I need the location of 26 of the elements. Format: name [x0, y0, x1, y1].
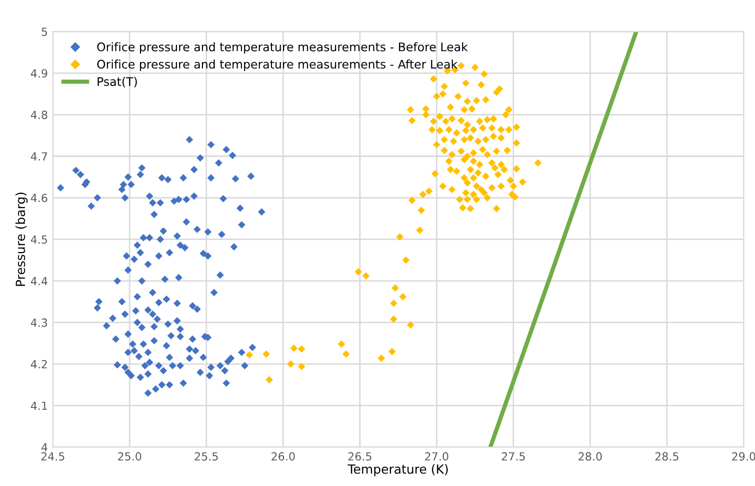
y-tick-label: 4.4	[30, 277, 48, 286]
x-tick-label: 29.0	[732, 452, 755, 461]
x-tick-label: 25.0	[118, 452, 142, 461]
x-tick-label: 26.0	[272, 452, 295, 461]
y-tick-label: 4.1	[30, 402, 47, 410]
x-tick-label: 24.5	[41, 452, 64, 461]
x-axis-title: Temperature (K)	[348, 464, 448, 476]
y-axis-title: Pressure (barg)	[15, 192, 28, 286]
x-tick-label: 27.5	[502, 452, 525, 461]
legend-label: Psat(T)	[98, 76, 137, 88]
y-tick-label: 5	[42, 28, 48, 36]
legend-label: Orifice pressure and temperature measurements - Before Leak	[97, 42, 468, 54]
x-tick-label: 25.5	[194, 452, 218, 461]
y-tick-label: 4.8	[30, 110, 48, 120]
x-tick-label: 27.0	[425, 452, 448, 461]
x-tick-label: 28.5	[655, 452, 678, 461]
y-tick-label: 4	[41, 443, 48, 452]
legend-label: Orifice pressure and temperature measurements - After Leak	[97, 60, 458, 71]
y-tick-label: 4.7	[30, 152, 48, 160]
x-tick-label: 26.5	[348, 452, 372, 461]
x-tick-label: 28.0	[578, 452, 602, 461]
y-tick-label: 4.5	[30, 235, 48, 244]
y-tick-label: 4.6	[30, 194, 48, 202]
y-tick-label: 4.9	[30, 69, 48, 78]
y-tick-label: 4.3	[30, 318, 48, 327]
y-tick-label: 4.2	[30, 360, 47, 368]
